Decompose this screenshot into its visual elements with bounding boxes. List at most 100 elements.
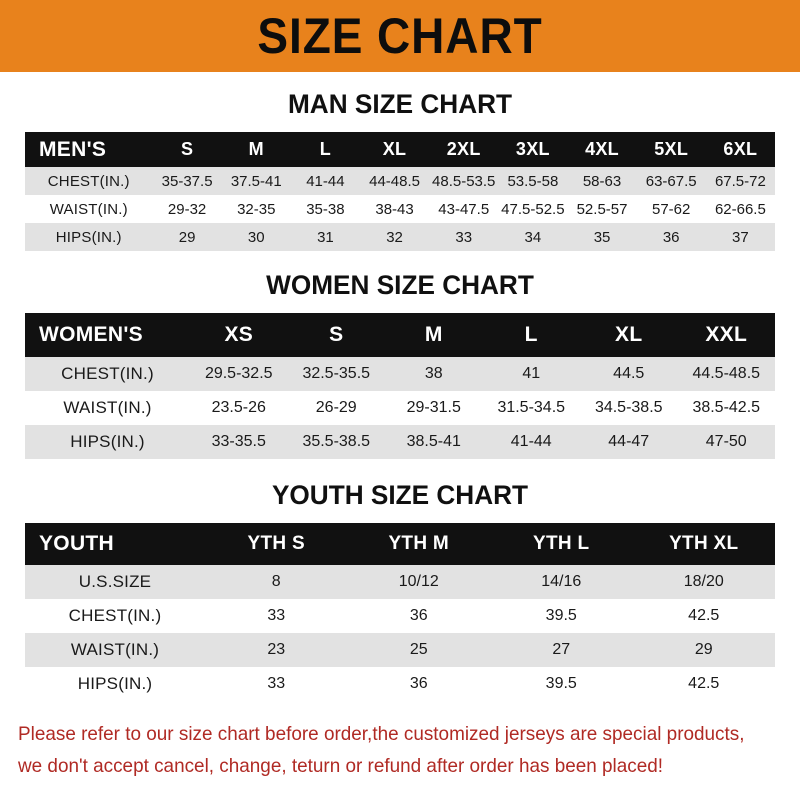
women-section-title: WOMEN SIZE CHART xyxy=(266,270,534,300)
men-measurement-cell: 29-32 xyxy=(167,200,207,218)
men-size-header: 6XL xyxy=(723,139,758,159)
men-measurement-cell: 43-47.5 xyxy=(438,200,490,218)
men-measurement-cell: 67.5-72 xyxy=(714,172,766,190)
men-size-header: 5XL xyxy=(654,139,689,159)
women-measurement-cell: 31.5-34.5 xyxy=(497,399,566,416)
women-measurement-cell: 38.5-42.5 xyxy=(692,399,761,416)
men-measurement-cell: 62-66.5 xyxy=(714,200,766,218)
youth-measurement-cell: 27 xyxy=(552,641,571,658)
men-measurement-cell: 63-67.5 xyxy=(645,172,697,190)
youth-measurement-cell: 25 xyxy=(409,641,428,658)
table-row: CHEST(IN.) 33 36 39.5 42.5 xyxy=(25,599,775,633)
youth-table-head: YOUTH YTH S YTH M YTH L YTH XL xyxy=(25,523,775,565)
women-measurement-cell: 47-50 xyxy=(705,433,747,450)
page-title: SIZE CHART xyxy=(257,8,543,64)
youth-table-wrapper: YOUTH YTH S YTH M YTH L YTH XL U.S.SIZE 8 10/1… xyxy=(25,523,775,701)
men-size-header: M xyxy=(248,139,264,159)
women-header-row: WOMEN'S XS S M L XL XXL xyxy=(25,313,775,357)
men-size-table: MEN'S S M L XL 2XL 3XL 4XL 5XL 6XL CHEST(IN.) 35-3… xyxy=(25,132,775,251)
men-measurement-cell: 33 xyxy=(455,228,473,246)
men-measurement-cell: 35-37.5 xyxy=(161,172,213,190)
youth-size-header: YTH XL xyxy=(669,533,739,554)
table-row: WAIST(IN.) 23.5-26 26-29 29-31.5 31.5-34.5 34… xyxy=(25,391,775,425)
men-size-header: S xyxy=(180,139,194,159)
women-measurement-cell: 41 xyxy=(522,365,541,382)
men-header-row: MEN'S S M L XL 2XL 3XL 4XL 5XL 6XL xyxy=(25,132,775,167)
table-row: HIPS(IN.) 29 30 31 32 33 34 35 36 37 xyxy=(25,223,775,251)
women-measurement-cell: 35.5-38.5 xyxy=(302,433,371,450)
women-size-header: XXL xyxy=(705,323,748,346)
women-table-wrapper: WOMEN'S XS S M L XL XXL CHEST(IN.) 29.5-32.5 32.… xyxy=(25,313,775,459)
men-measurement-cell: 35 xyxy=(593,228,611,246)
youth-measurement-cell: 39.5 xyxy=(545,675,577,692)
women-size-header: S xyxy=(329,323,344,346)
men-measurement-cell: 32-35 xyxy=(237,200,276,218)
men-table-body: CHEST(IN.) 35-37.5 37.5-41 41-44 44-48.5 48.5… xyxy=(25,167,775,251)
women-row-label: WAIST(IN.) xyxy=(63,398,152,417)
women-size-header: L xyxy=(524,323,538,346)
men-size-header: XL xyxy=(382,139,407,159)
youth-size-table: YOUTH YTH S YTH M YTH L YTH XL U.S.SIZE 8 10/1… xyxy=(25,523,775,701)
youth-measurement-cell: 23 xyxy=(267,641,286,658)
youth-measurement-cell: 29 xyxy=(694,641,713,658)
youth-row-label: CHEST(IN.) xyxy=(68,606,162,625)
women-corner-label: WOMEN'S xyxy=(39,323,143,346)
men-measurement-cell: 29 xyxy=(178,228,196,246)
women-row-label: HIPS(IN.) xyxy=(70,432,145,451)
women-measurement-cell: 33-35.5 xyxy=(211,433,266,450)
youth-corner-label: YOUTH xyxy=(39,532,114,555)
women-measurement-cell: 44.5-48.5 xyxy=(692,365,761,382)
women-measurement-cell: 44-47 xyxy=(608,433,650,450)
women-measurement-cell: 34.5-38.5 xyxy=(594,399,663,416)
table-row: WAIST(IN.) 29-32 32-35 35-38 38-43 43-47.5 47.… xyxy=(25,195,775,223)
table-row: CHEST(IN.) 29.5-32.5 32.5-35.5 38 41 44.5 44.5… xyxy=(25,357,775,391)
men-measurement-cell: 41-44 xyxy=(306,172,345,190)
youth-measurement-cell: 39.5 xyxy=(545,607,577,624)
women-measurement-cell: 38 xyxy=(424,365,443,382)
youth-row-label: U.S.SIZE xyxy=(78,572,152,591)
women-measurement-cell: 44.5 xyxy=(613,365,645,382)
page-banner: SIZE CHART xyxy=(0,0,800,72)
youth-row-label: WAIST(IN.) xyxy=(70,640,160,659)
men-table-wrapper: MEN'S S M L XL 2XL 3XL 4XL 5XL 6XL CHEST(IN.) 35-3… xyxy=(25,132,775,251)
order-notice-line-2: we don't accept cancel, change, teturn o… xyxy=(18,754,664,777)
youth-measurement-cell: 8 xyxy=(271,573,281,590)
women-table-body: CHEST(IN.) 29.5-32.5 32.5-35.5 38 41 44.5 44.5… xyxy=(25,357,775,459)
men-measurement-cell: 31 xyxy=(317,228,334,246)
youth-measurement-cell: 10/12 xyxy=(398,573,439,590)
men-measurement-cell: 48.5-53.5 xyxy=(432,172,496,190)
women-measurement-cell: 23.5-26 xyxy=(211,399,266,416)
order-notice-line-1: Please refer to our size chart before or… xyxy=(18,723,745,745)
men-row-label: WAIST(IN.) xyxy=(49,200,128,218)
order-notice: Please refer to our size chart before or… xyxy=(18,719,759,782)
men-measurement-cell: 36 xyxy=(662,228,680,246)
men-row-label: HIPS(IN.) xyxy=(55,228,122,246)
youth-measurement-cell: 14/16 xyxy=(541,573,582,590)
men-measurement-cell: 34 xyxy=(524,228,542,246)
youth-measurement-cell: 42.5 xyxy=(688,675,720,692)
youth-row-label: HIPS(IN.) xyxy=(77,674,153,693)
men-measurement-cell: 32 xyxy=(386,228,403,246)
youth-measurement-cell: 42.5 xyxy=(688,607,720,624)
men-measurement-cell: 47.5-52.5 xyxy=(501,200,565,218)
youth-table-body: U.S.SIZE 8 10/12 14/16 18/20 CHEST(IN.) 33 36 39… xyxy=(25,565,775,701)
youth-size-header: YTH S xyxy=(247,533,305,554)
men-size-header: 2XL xyxy=(446,139,481,159)
women-row-label: CHEST(IN.) xyxy=(61,364,154,383)
youth-measurement-cell: 36 xyxy=(409,675,428,692)
men-measurement-cell: 35-38 xyxy=(306,200,345,218)
youth-measurement-cell: 18/20 xyxy=(683,573,724,590)
youth-header-row: YOUTH YTH S YTH M YTH L YTH XL xyxy=(25,523,775,565)
youth-measurement-cell: 33 xyxy=(267,607,286,624)
men-section-title: MAN SIZE CHART xyxy=(287,89,513,119)
women-measurement-cell: 38.5-41 xyxy=(406,433,461,450)
men-measurement-cell: 58-63 xyxy=(582,172,622,190)
women-size-header: M xyxy=(424,323,443,346)
table-row: U.S.SIZE 8 10/12 14/16 18/20 xyxy=(25,565,775,599)
men-table-head: MEN'S S M L XL 2XL 3XL 4XL 5XL 6XL xyxy=(25,132,775,167)
women-measurement-cell: 26-29 xyxy=(315,399,357,416)
men-measurement-cell: 37 xyxy=(732,228,749,246)
men-measurement-cell: 30 xyxy=(247,228,265,246)
men-corner-label: MEN'S xyxy=(39,137,107,161)
